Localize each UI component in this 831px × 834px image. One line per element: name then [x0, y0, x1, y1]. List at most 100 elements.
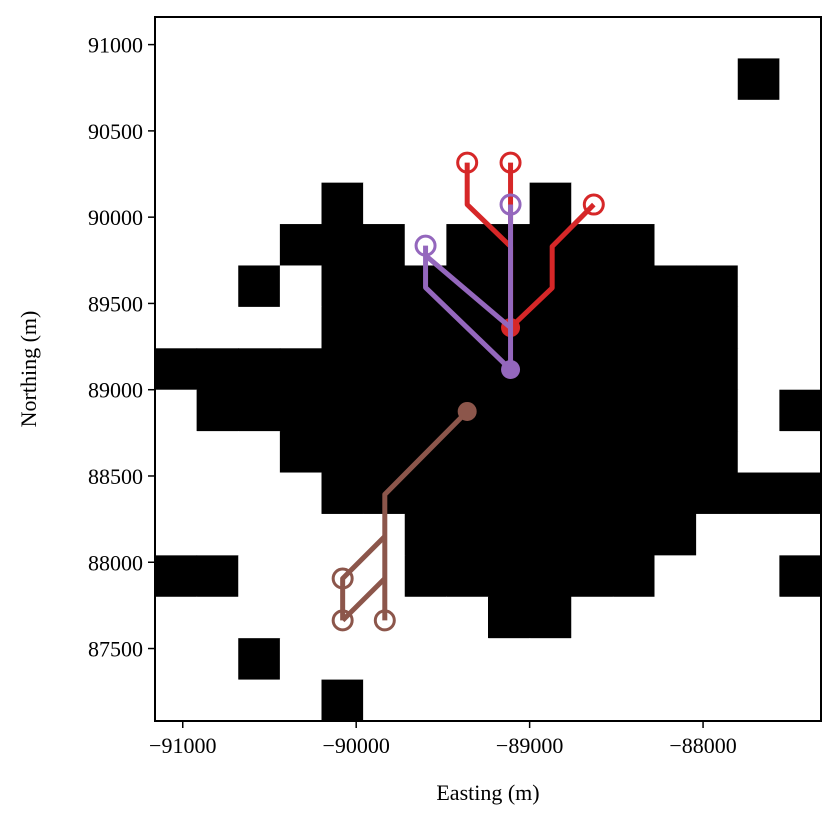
raster-cell	[529, 17, 572, 59]
raster-cell	[696, 596, 739, 639]
y-axis-title: Northing (m)	[16, 311, 41, 428]
raster-cell	[737, 513, 780, 556]
raster-cell	[196, 265, 239, 308]
raster-cell	[529, 306, 572, 349]
raster-cell	[321, 224, 364, 266]
raster-cell	[779, 265, 822, 308]
raster-cell	[696, 224, 739, 266]
well-start	[331, 567, 354, 590]
raster-cell	[488, 513, 531, 556]
raster-cell	[612, 265, 655, 308]
raster-cell	[488, 555, 531, 598]
y-tick-label: 90000	[88, 205, 143, 230]
raster-cell	[155, 348, 198, 391]
raster-cell	[696, 555, 739, 598]
raster-cell	[321, 265, 364, 308]
raster-cell	[779, 99, 822, 142]
raster-cell	[779, 306, 822, 349]
raster-cell	[529, 472, 572, 515]
raster-cell	[737, 58, 780, 101]
raster-cell	[321, 679, 364, 722]
raster-cell	[155, 17, 198, 59]
raster-cell	[696, 431, 739, 474]
raster-cell	[404, 141, 447, 184]
raster-cell	[238, 182, 281, 225]
raster-cell	[363, 389, 406, 432]
raster-cell	[238, 555, 281, 598]
raster-cell	[779, 513, 822, 556]
raster-cell	[612, 431, 655, 474]
raster-cell	[779, 182, 822, 225]
raster-cell	[155, 58, 198, 101]
raster-cell	[279, 58, 322, 101]
raster-cell	[279, 431, 322, 474]
raster-cell	[529, 638, 572, 681]
raster-cell	[155, 265, 198, 308]
raster-cell	[612, 513, 655, 556]
raster-cell	[571, 472, 614, 515]
raster-cell	[779, 224, 822, 266]
raster-cell	[612, 679, 655, 722]
raster-cell	[654, 141, 697, 184]
raster-cell	[404, 513, 447, 556]
raster-cell	[404, 472, 447, 515]
raster-cell	[779, 389, 822, 432]
raster-cell	[571, 679, 614, 722]
raster-cell	[571, 389, 614, 432]
well-start	[499, 151, 522, 174]
raster-cell	[529, 679, 572, 722]
raster-cell	[779, 555, 822, 598]
well-start	[456, 151, 479, 174]
raster-cell	[363, 182, 406, 225]
raster-cell	[446, 58, 489, 101]
raster-cell	[155, 224, 198, 266]
raster-cell	[321, 99, 364, 142]
x-tick-label: −90000	[322, 733, 389, 758]
raster-cell	[363, 638, 406, 681]
raster-cell	[654, 306, 697, 349]
raster-cell	[779, 58, 822, 101]
raster-cell	[155, 389, 198, 432]
raster-cell	[571, 431, 614, 474]
raster-cell	[654, 555, 697, 598]
raster-cell	[196, 389, 239, 432]
raster-cell	[196, 224, 239, 266]
raster-cell	[155, 679, 198, 722]
raster-cell	[404, 596, 447, 639]
raster-cell	[196, 182, 239, 225]
raster-cell	[737, 596, 780, 639]
raster-cell	[196, 431, 239, 474]
raster-cell	[196, 306, 239, 349]
raster-cell	[612, 472, 655, 515]
raster-cell	[238, 638, 281, 681]
raster-cell	[488, 58, 531, 101]
raster-cell	[279, 513, 322, 556]
raster-cell	[446, 472, 489, 515]
raster-cell	[737, 17, 780, 59]
raster-cell	[321, 431, 364, 474]
raster-cell	[279, 555, 322, 598]
well-end	[457, 401, 477, 421]
raster-cell	[196, 17, 239, 59]
raster-cell	[488, 17, 531, 59]
raster-cell	[279, 472, 322, 515]
raster-cell	[488, 99, 531, 142]
raster-cell	[321, 472, 364, 515]
well-end	[501, 360, 521, 380]
raster-cell	[404, 389, 447, 432]
y-tick-label: 89500	[88, 291, 143, 316]
raster-cell	[279, 17, 322, 59]
raster-cell	[363, 348, 406, 391]
raster-cell	[321, 17, 364, 59]
raster-cell	[737, 389, 780, 432]
raster-cell	[446, 224, 489, 266]
well-start	[499, 193, 522, 216]
x-tick-label: −89000	[496, 733, 563, 758]
raster-cell	[612, 638, 655, 681]
raster-cell	[779, 431, 822, 474]
raster-cell	[196, 513, 239, 556]
raster-cell	[363, 431, 406, 474]
raster-cell	[696, 99, 739, 142]
raster-cell	[737, 306, 780, 349]
